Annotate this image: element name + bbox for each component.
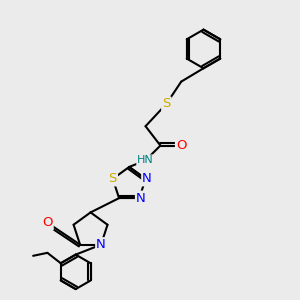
Text: N: N (96, 238, 106, 251)
Text: HN: HN (137, 155, 154, 165)
Text: N: N (136, 192, 146, 205)
Text: O: O (176, 139, 187, 152)
Text: N: N (142, 172, 152, 185)
Text: O: O (42, 216, 53, 229)
Text: S: S (162, 98, 170, 110)
Text: S: S (109, 172, 117, 185)
